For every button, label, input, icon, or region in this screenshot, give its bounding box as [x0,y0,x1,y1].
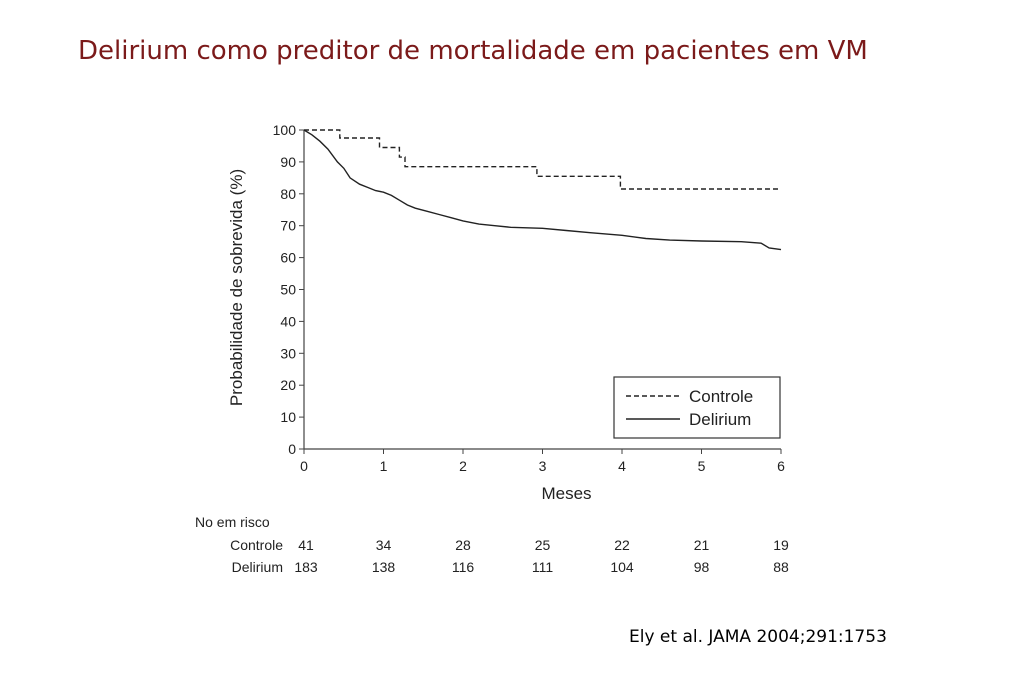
y-tick-label: 80 [280,186,296,202]
series-line-delirium [303,129,782,251]
risk-row-label: Delirium [232,559,283,575]
y-tick-label: 50 [280,282,296,298]
risk-value: 19 [773,537,789,553]
y-tick-label: 0 [288,441,296,457]
series-line-controle [304,129,781,190]
risk-value: 34 [376,537,392,553]
x-axis-label: Meses [541,484,591,503]
y-tick-label: 10 [280,409,296,425]
y-tick-label: 90 [280,154,296,170]
legend-label-controle: Controle [689,387,753,406]
x-tick-label: 6 [777,458,785,474]
risk-value: 25 [535,537,551,553]
risk-value: 88 [773,559,789,575]
risk-value: 138 [372,559,396,575]
risk-value: 116 [452,559,475,575]
y-axis-label: Probabilidade de sobrevida (%) [227,169,246,406]
citation: Ely et al. JAMA 2004;291:1753 [629,627,887,647]
risk-value: 111 [532,559,553,575]
risk-value: 41 [298,537,314,553]
y-tick-label: 20 [280,377,296,393]
y-tick-label: 40 [280,313,296,329]
risk-table-title: No em risco [195,514,270,530]
risk-value: 21 [694,537,710,553]
risk-value: 22 [614,537,630,553]
slide-title: Delirium como preditor de mortalidade em… [78,36,868,66]
x-tick-label: 2 [459,458,467,474]
chart-legend: Controle Delirium [613,376,781,439]
x-tick-label: 4 [618,458,626,474]
y-tick-label: 60 [280,250,296,266]
legend-box [613,376,781,439]
risk-value: 183 [294,559,318,575]
y-tick-label: 70 [280,218,296,234]
x-tick-label: 0 [300,458,308,474]
x-tick-label: 5 [698,458,706,474]
risk-table: No em risco Controle 41 34 28 25 22 21 19 Deliriu… [195,514,789,575]
risk-value: 28 [455,537,471,553]
x-tick-label: 1 [380,458,388,474]
y-tick-label: 30 [280,345,296,361]
legend-label-delirium: Delirium [689,410,751,429]
x-tick-label: 3 [539,458,547,474]
risk-row-label: Controle [230,537,283,553]
y-tick-label: 100 [273,122,297,138]
risk-value: 98 [694,559,710,575]
risk-value: 104 [610,559,634,575]
